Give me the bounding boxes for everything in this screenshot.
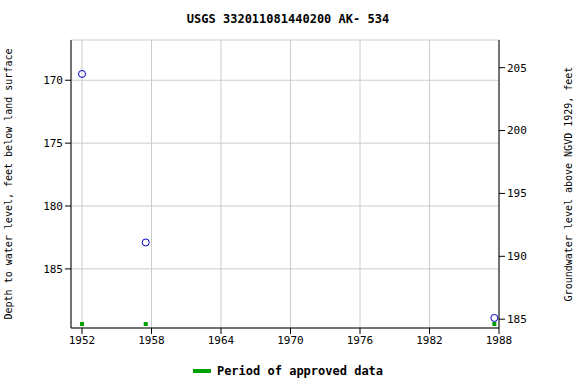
svg-text:1988: 1988 [486,334,513,347]
svg-text:1964: 1964 [208,334,235,347]
svg-text:175: 175 [43,137,63,150]
svg-text:180: 180 [43,200,63,213]
svg-text:170: 170 [43,74,63,87]
svg-text:1958: 1958 [138,334,165,347]
svg-text:1976: 1976 [347,334,374,347]
html-text:Period of approved data: Period of approved data [216,364,384,378]
svg-text:205: 205 [507,62,527,75]
svg-text:1982: 1982 [416,334,443,347]
svg-text:Groundwater level above NGVD 1: Groundwater level above NGVD 1929, feet [563,67,568,302]
svg-text:185: 185 [507,313,527,326]
svg-text:200: 200 [507,124,527,137]
svg-text:1952: 1952 [69,334,96,347]
html-text:USGS 332011081440200 AK- 534: USGS 332011081440200 AK- 534 [186,12,390,26]
svg-text:195: 195 [507,187,527,200]
svg-text:185: 185 [43,263,63,276]
svg-text:1970: 1970 [277,334,304,347]
svg-text:Depth to water level, feet bel: Depth to water level, feet below land su… [8,49,14,320]
svg-text:190: 190 [507,250,527,263]
